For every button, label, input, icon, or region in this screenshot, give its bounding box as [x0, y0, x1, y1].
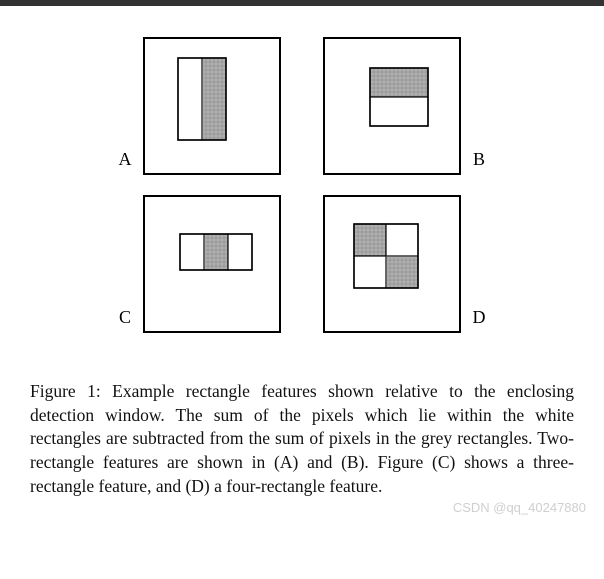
diagram-A	[142, 36, 282, 176]
figure-row-1: A B	[108, 36, 496, 176]
panel-A: A	[108, 36, 282, 176]
figure-caption: Figure 1: Example rectangle features sho…	[0, 362, 604, 506]
panel-B: B	[322, 36, 496, 176]
figure-row-2: C D	[108, 194, 496, 334]
label-B: B	[468, 149, 490, 170]
watermark: CSDN @qq_40247880	[0, 500, 604, 521]
diagram-C	[142, 194, 282, 334]
panel-D: D	[322, 194, 496, 334]
panel-C: C	[108, 194, 282, 334]
figure-1: A B C D	[0, 6, 604, 362]
label-A: A	[114, 149, 136, 170]
label-D: D	[468, 307, 490, 328]
diagram-B	[322, 36, 462, 176]
label-C: C	[114, 307, 136, 328]
diagram-D	[322, 194, 462, 334]
